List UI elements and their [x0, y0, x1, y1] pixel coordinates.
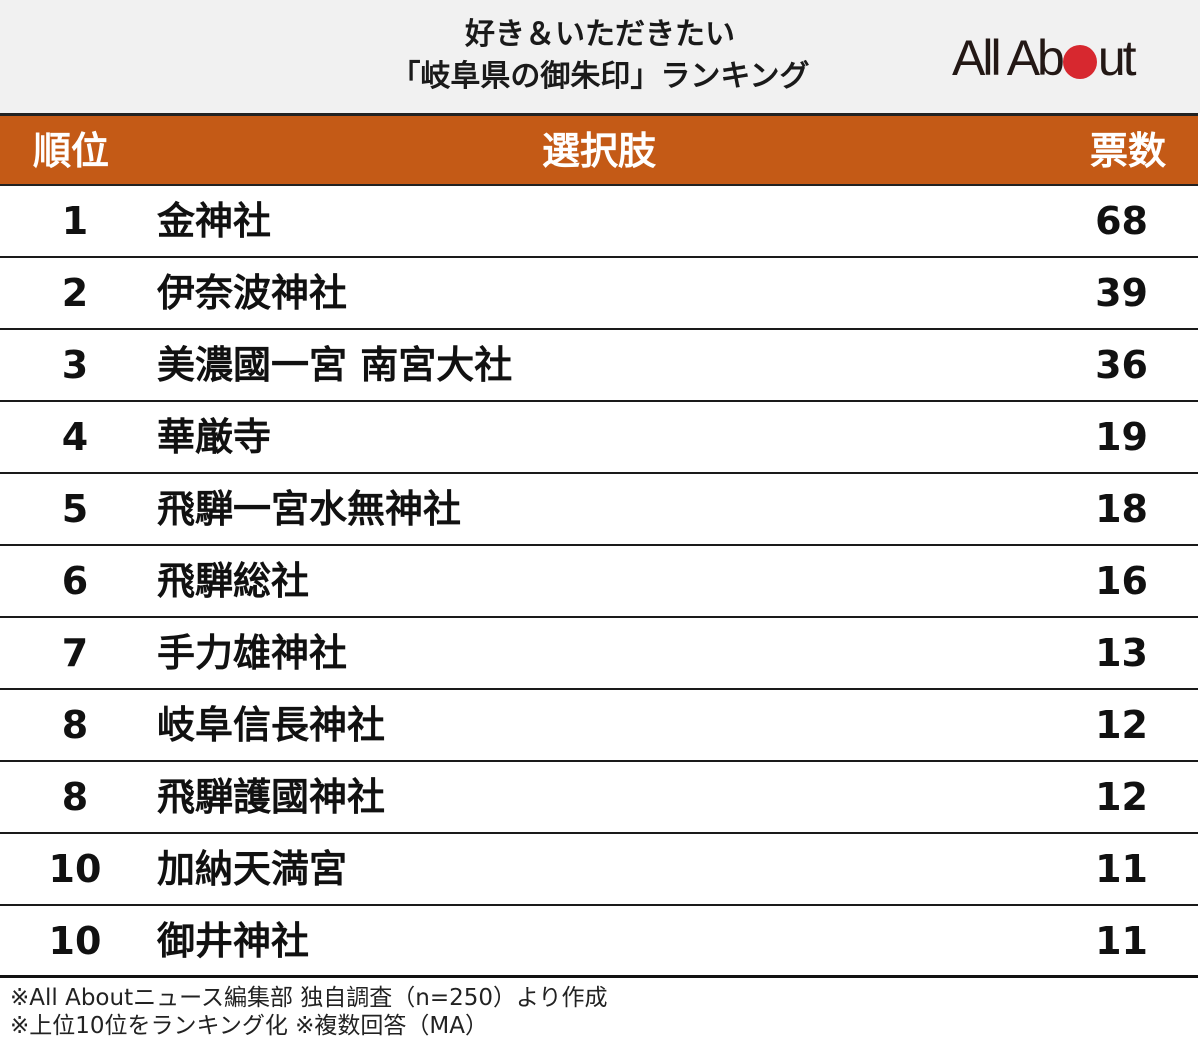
table-row: 5 飛騨一宮水無神社 18	[0, 474, 1198, 546]
title-line-2: 「岐阜県の御朱印」ランキング	[390, 59, 810, 94]
table-row: 8 岐阜信長神社 12	[0, 690, 1198, 762]
rank-cell: 5	[61, 487, 89, 531]
rank-cell: 10	[48, 847, 102, 891]
votes-cell: 68	[1095, 199, 1148, 243]
rank-cell: 2	[61, 271, 89, 315]
name-cell: 飛騨護國神社	[157, 775, 386, 819]
footnote-source: ※All Aboutニュース編集部 独自調査（n=250）より作成	[10, 985, 608, 1011]
column-header-rank: 順位	[33, 129, 110, 173]
logo-text-right: ut	[1097, 30, 1137, 86]
column-header-choice: 選択肢	[541, 129, 656, 173]
table-row: 4 華厳寺 19	[0, 402, 1198, 474]
rank-cell: 7	[61, 631, 89, 675]
footnotes: ※All Aboutニュース編集部 独自調査（n=250）より作成 ※上位10位…	[10, 984, 608, 1040]
votes-cell: 36	[1095, 343, 1148, 387]
table-row: 8 飛騨護國神社 12	[0, 762, 1198, 834]
votes-cell: 11	[1095, 847, 1148, 891]
column-header-votes: 票数	[1089, 129, 1166, 173]
title-area: 好き＆いただきたい 「岐阜県の御朱印」ランキング All Ab ut	[0, 0, 1200, 113]
name-cell: 金神社	[157, 199, 272, 243]
votes-cell: 16	[1095, 559, 1148, 603]
table-row: 10 御井神社 11	[0, 906, 1198, 978]
rank-cell: 4	[61, 415, 89, 459]
chart-title: 好き＆いただきたい 「岐阜県の御朱印」ランキング	[300, 14, 900, 98]
votes-cell: 13	[1095, 631, 1148, 675]
rank-cell: 6	[61, 559, 89, 603]
footnote-method: ※上位10位をランキング化 ※複数回答（MA）	[10, 1013, 489, 1039]
name-cell: 美濃國一宮 南宮大社	[157, 343, 513, 387]
table-row: 10 加納天満宮 11	[0, 834, 1198, 906]
name-cell: 岐阜信長神社	[157, 703, 386, 747]
logo-text-left: All Ab	[952, 30, 1065, 86]
logo-red-dot-icon	[1062, 45, 1097, 79]
name-cell: 御井神社	[157, 919, 310, 963]
name-cell: 加納天満宮	[157, 847, 348, 891]
rank-cell: 1	[61, 199, 89, 243]
name-cell: 飛騨一宮水無神社	[157, 487, 462, 531]
rank-cell: 10	[48, 919, 102, 963]
name-cell: 手力雄神社	[157, 631, 348, 675]
table-row: 6 飛騨総社 16	[0, 546, 1198, 618]
rank-cell: 3	[61, 343, 89, 387]
name-cell: 伊奈波神社	[157, 271, 348, 315]
votes-cell: 11	[1095, 919, 1148, 963]
table-header: 選択肢 順位 票数	[0, 113, 1198, 186]
title-line-1: 好き＆いただきたい	[465, 17, 735, 52]
votes-cell: 39	[1095, 271, 1148, 315]
table-row: 1 金神社 68	[0, 186, 1198, 258]
name-cell: 飛騨総社	[157, 559, 310, 603]
votes-cell: 12	[1095, 775, 1148, 819]
table-row: 3 美濃國一宮 南宮大社 36	[0, 330, 1198, 402]
allabout-logo: All Ab ut	[952, 30, 1137, 86]
name-cell: 華厳寺	[157, 415, 272, 459]
votes-cell: 12	[1095, 703, 1148, 747]
votes-cell: 18	[1095, 487, 1148, 531]
table-row: 7 手力雄神社 13	[0, 618, 1198, 690]
rank-cell: 8	[61, 775, 89, 819]
rank-cell: 8	[61, 703, 89, 747]
ranking-table-body: 1 金神社 68 2 伊奈波神社 39 3 美濃國一宮 南宮大社 36 4 華厳…	[0, 186, 1198, 978]
table-row: 2 伊奈波神社 39	[0, 258, 1198, 330]
votes-cell: 19	[1095, 415, 1148, 459]
